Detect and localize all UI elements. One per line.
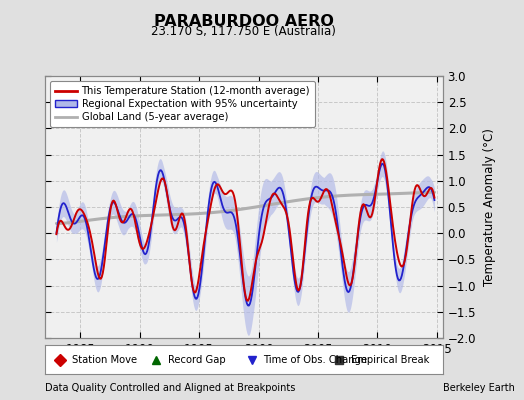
Text: Berkeley Earth: Berkeley Earth (443, 383, 515, 393)
Text: Data Quality Controlled and Aligned at Breakpoints: Data Quality Controlled and Aligned at B… (45, 383, 295, 393)
Text: Time of Obs. Change: Time of Obs. Change (264, 354, 368, 365)
Text: Record Gap: Record Gap (168, 354, 226, 365)
Legend: This Temperature Station (12-month average), Regional Expectation with 95% uncer: This Temperature Station (12-month avera… (50, 81, 315, 127)
Y-axis label: Temperature Anomaly (°C): Temperature Anomaly (°C) (483, 128, 496, 286)
Text: PARABURDOO AERO: PARABURDOO AERO (154, 14, 334, 29)
Text: Empirical Break: Empirical Break (351, 354, 430, 365)
Text: Station Move: Station Move (72, 354, 137, 365)
Text: 23.170 S, 117.750 E (Australia): 23.170 S, 117.750 E (Australia) (151, 25, 336, 38)
